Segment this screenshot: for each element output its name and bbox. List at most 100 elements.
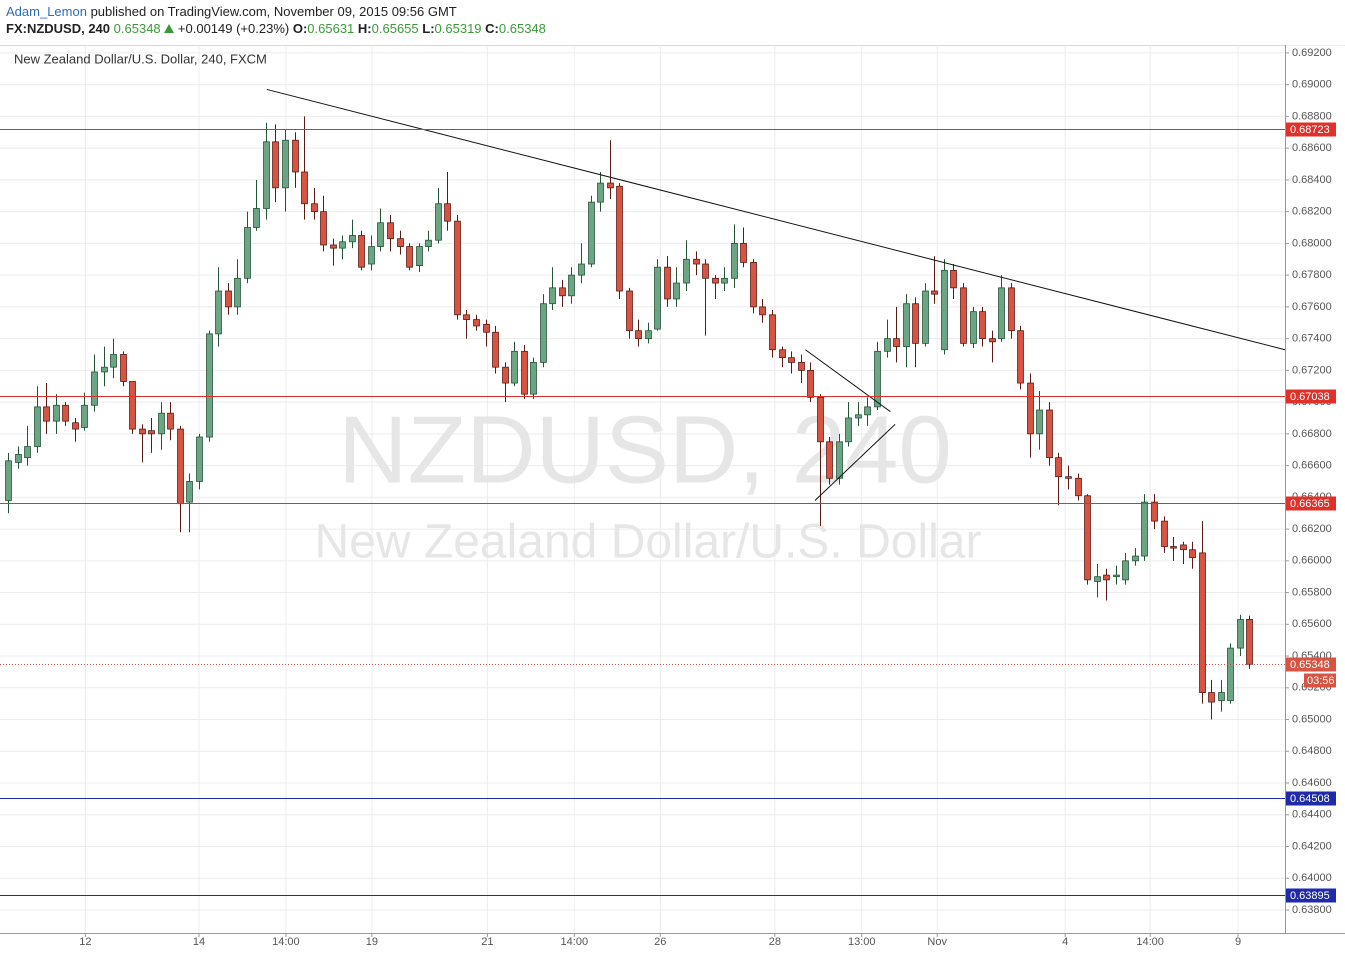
y-tick-label: 0.68400 xyxy=(1292,174,1332,186)
candle-body xyxy=(683,258,690,284)
candle-body xyxy=(979,311,986,340)
x-tick-label: 9 xyxy=(1235,936,1241,948)
y-tick-label: 0.65800 xyxy=(1292,586,1332,598)
candle-body xyxy=(693,258,700,265)
price-tag xyxy=(1286,496,1336,511)
candle-body xyxy=(139,428,146,435)
candle-body xyxy=(521,350,528,395)
candle-body xyxy=(397,238,404,247)
candle-body xyxy=(377,222,384,247)
candle-body xyxy=(463,314,470,320)
candle-body xyxy=(72,422,79,430)
y-tick-label: 0.67400 xyxy=(1292,333,1332,345)
candle-body xyxy=(5,460,12,501)
candle-body xyxy=(1046,409,1053,459)
candle-body xyxy=(425,239,432,247)
ohlc-label: O: xyxy=(292,21,308,36)
candle-body xyxy=(1122,560,1129,581)
candle-body xyxy=(855,414,862,419)
x-tick-label: 13:00 xyxy=(848,936,876,948)
candle-body xyxy=(1208,692,1215,703)
candle-body xyxy=(645,330,652,340)
candle-body xyxy=(253,208,260,228)
candle-body xyxy=(282,139,289,189)
candle-body xyxy=(998,287,1005,340)
candle-body xyxy=(62,404,69,422)
candle-body xyxy=(1227,647,1234,701)
candle-body xyxy=(473,319,480,327)
candle-body xyxy=(1170,546,1177,549)
grid xyxy=(0,45,1285,933)
countdown-tag xyxy=(1304,673,1336,688)
candle-body xyxy=(616,185,623,292)
candle-body xyxy=(1065,476,1072,479)
author-link[interactable]: Adam_Lemon xyxy=(6,4,87,19)
price-tag xyxy=(1286,791,1336,806)
candle-body xyxy=(349,235,356,243)
candle-body xyxy=(177,428,184,505)
candle-body xyxy=(483,323,490,333)
price-axis xyxy=(1285,45,1345,934)
plot xyxy=(0,88,1286,896)
ohlc-label: C: xyxy=(485,21,499,36)
candle-body xyxy=(712,277,719,284)
candle-body xyxy=(1132,555,1139,562)
candle-body xyxy=(1189,549,1196,559)
candle-body xyxy=(320,211,327,246)
trend-line xyxy=(266,88,1286,351)
candle-body xyxy=(750,262,757,308)
candle-body xyxy=(511,350,518,384)
quote-line: FX:NZDUSD, 240 0.65348 +0.00149 (+0.23%)… xyxy=(6,20,546,37)
candle-body xyxy=(1237,619,1244,649)
price-tag-label: 0.68723 xyxy=(1290,124,1330,136)
candle-body xyxy=(196,436,203,482)
y-tick-label: 0.65000 xyxy=(1292,713,1332,725)
candle-body xyxy=(989,338,996,343)
ohlc-value: 0.65319 xyxy=(434,21,482,36)
candle-body xyxy=(110,354,117,368)
y-tick-label: 0.68600 xyxy=(1292,142,1332,154)
price-tag-label: 0.67038 xyxy=(1290,391,1330,403)
candle-body xyxy=(435,203,442,241)
candle-body xyxy=(721,277,728,284)
candle-body xyxy=(874,350,881,408)
candle-body xyxy=(884,338,891,352)
candle-body xyxy=(1027,382,1034,435)
candle-body xyxy=(387,222,394,240)
candle-body xyxy=(416,246,423,267)
candle-body xyxy=(559,287,566,297)
candle-body xyxy=(1055,457,1062,478)
candle-body xyxy=(950,269,957,289)
candle-body xyxy=(129,381,136,430)
candle-body xyxy=(1151,501,1158,522)
candle-body xyxy=(1246,618,1253,665)
change: +0.00149 (+0.23%) xyxy=(177,21,290,36)
trend-line xyxy=(814,423,896,501)
y-tick-label: 0.63800 xyxy=(1292,904,1332,916)
candle-body xyxy=(358,235,365,268)
published: published on TradingView.com, November 0… xyxy=(90,4,457,19)
publish-line: Adam_Lemon published on TradingView.com,… xyxy=(6,3,546,20)
candle-body xyxy=(568,274,575,297)
candle-body xyxy=(1103,574,1110,581)
candle-body xyxy=(444,203,451,222)
candle-body xyxy=(1094,576,1101,582)
ohlc-value: 0.65631 xyxy=(307,21,355,36)
candle-body xyxy=(941,269,948,351)
up-arrow xyxy=(164,24,175,33)
candle-body xyxy=(769,314,776,351)
candle-body xyxy=(34,406,41,447)
candle-body xyxy=(15,454,22,463)
ohlc-label: L: xyxy=(422,21,435,36)
candle-body xyxy=(234,277,241,308)
candle-body xyxy=(43,406,50,422)
candle-body xyxy=(368,246,375,265)
y-tick-label: 0.64600 xyxy=(1292,777,1332,789)
candle-body xyxy=(502,366,509,384)
y-tick-label: 0.67600 xyxy=(1292,301,1332,313)
candle-body xyxy=(759,306,766,316)
price-tag-label: 0.64508 xyxy=(1290,793,1330,805)
axes: 0.63800 0.64000 0.64200 0.64400 0.64600 0.648… xyxy=(79,47,1336,948)
x-tick-label: 21 xyxy=(481,936,493,948)
